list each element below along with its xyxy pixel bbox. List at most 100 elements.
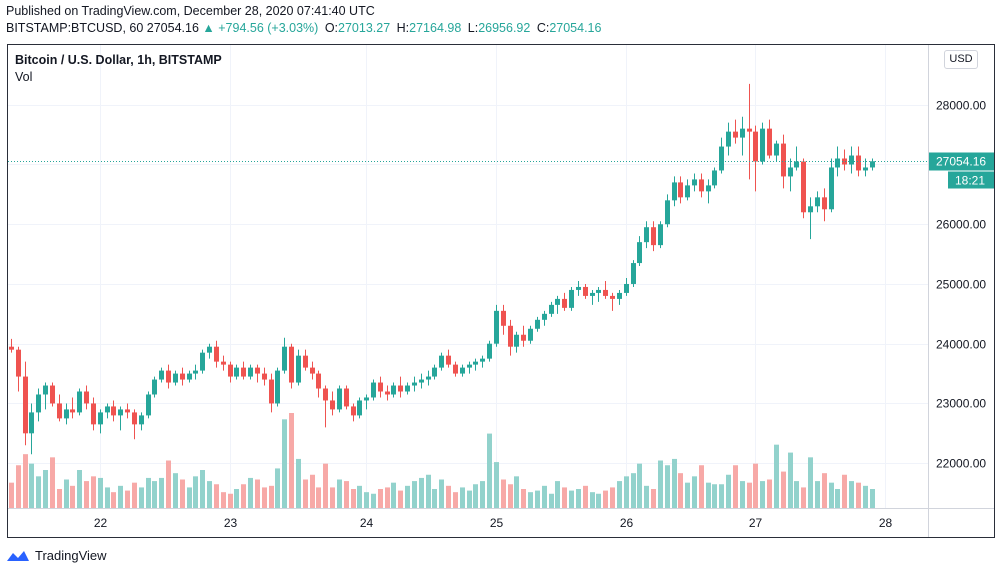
candle-body	[712, 170, 717, 186]
price-tick-label: 28000.00	[936, 99, 986, 113]
volume-bar	[829, 482, 834, 508]
volume-bar	[310, 474, 315, 508]
volume-bar	[576, 489, 581, 508]
candle-body	[685, 185, 690, 198]
change-text: ▲ +794.56 (+3.03%)	[202, 21, 319, 35]
candle-body	[788, 167, 793, 177]
volume-bar	[36, 476, 41, 508]
volume-bar	[23, 454, 28, 508]
candle-body	[514, 334, 519, 347]
candle-body	[767, 128, 772, 156]
volume-bar	[241, 484, 246, 508]
last-price-tag-text: 27054.16	[936, 155, 986, 169]
candle-body	[706, 185, 711, 192]
volume-bar	[849, 481, 854, 508]
volume-bar	[521, 489, 526, 508]
volume-bar	[351, 489, 356, 508]
volume-bar	[228, 493, 233, 508]
candle-body	[555, 298, 560, 305]
candle-body	[330, 400, 335, 410]
candle-body	[255, 367, 260, 374]
candle-body	[726, 131, 731, 147]
volume-legend: Vol	[15, 70, 33, 84]
time-tick-label: 24	[360, 516, 374, 530]
volume-bar	[712, 484, 717, 508]
candle-body	[467, 364, 472, 368]
candle-body	[432, 367, 437, 377]
volume-bar	[139, 487, 144, 508]
chart-frame	[7, 44, 995, 538]
volume-bar	[9, 482, 14, 508]
candle-body	[221, 361, 226, 365]
volume-bar	[200, 470, 205, 508]
candle-body	[241, 367, 246, 377]
candle-body	[296, 355, 301, 383]
volume-bar	[248, 477, 253, 508]
high-label: H:	[396, 21, 410, 35]
volume-bar	[631, 473, 636, 508]
volume-bar	[569, 490, 574, 508]
candle-body	[228, 364, 233, 377]
volume-bar	[64, 479, 69, 508]
candle-body	[590, 292, 595, 296]
price-chart[interactable]: 22000.00 23000.00 24000.00 25000.00 26000.00…	[8, 45, 994, 537]
footer-brand[interactable]: TradingView	[6, 548, 107, 563]
volume-bar	[187, 487, 192, 508]
price-tick-label: 25000.00	[936, 278, 986, 292]
candle-body	[829, 167, 834, 210]
volume-bar	[637, 463, 642, 508]
candle-body	[617, 292, 622, 299]
candle-body	[105, 406, 110, 413]
candle-body	[310, 367, 315, 374]
candle-body	[480, 358, 485, 362]
volume-bar	[549, 493, 554, 508]
volume-bar	[132, 482, 137, 508]
volume-bar	[624, 476, 629, 508]
volume-bar	[303, 479, 308, 508]
candle-body	[494, 310, 499, 344]
candle-body	[644, 227, 649, 243]
candle-body	[439, 355, 444, 368]
volume-bar	[590, 492, 595, 508]
currency-button[interactable]: USD	[944, 50, 978, 69]
candle-body	[624, 283, 629, 293]
last-price-tag: 27054.16 18:21	[929, 152, 994, 189]
volume-bar	[146, 477, 151, 508]
countdown-text: 18:21	[955, 174, 985, 188]
volume-bar	[207, 481, 212, 508]
volume-bar	[330, 487, 335, 508]
volume-bar	[822, 473, 827, 508]
candle-body	[91, 403, 96, 425]
volume-bar	[439, 479, 444, 508]
published-line: Published on TradingView.com, December 2…	[6, 4, 375, 18]
volume-bar	[562, 487, 567, 508]
candle-body	[391, 385, 396, 395]
candle-body	[214, 346, 219, 362]
candle-body	[248, 367, 253, 377]
volume-bar	[364, 492, 369, 508]
candle-body	[426, 376, 431, 380]
candle-body	[692, 179, 697, 186]
candle-body	[159, 370, 164, 380]
volume-bar	[733, 465, 738, 508]
candle-body	[269, 379, 274, 404]
volume-bar	[371, 493, 376, 508]
candle-body	[863, 167, 868, 171]
candle-body	[508, 325, 513, 347]
candle-body	[521, 334, 526, 341]
candle-body	[282, 346, 287, 371]
volume-bar	[221, 492, 226, 508]
volume-bar	[57, 489, 62, 508]
candle-body	[678, 182, 683, 198]
candle-body	[528, 328, 533, 341]
candle-body	[364, 397, 369, 401]
open-value: 27013.27	[338, 21, 391, 35]
volume-bar	[672, 458, 677, 508]
time-tick-label: 22	[94, 516, 108, 530]
volume-bar	[583, 485, 588, 508]
volume-bar	[835, 489, 840, 508]
candle-body	[344, 388, 349, 407]
grid-lines	[8, 45, 928, 508]
candle-body	[187, 373, 192, 380]
volume-bar	[453, 492, 458, 508]
